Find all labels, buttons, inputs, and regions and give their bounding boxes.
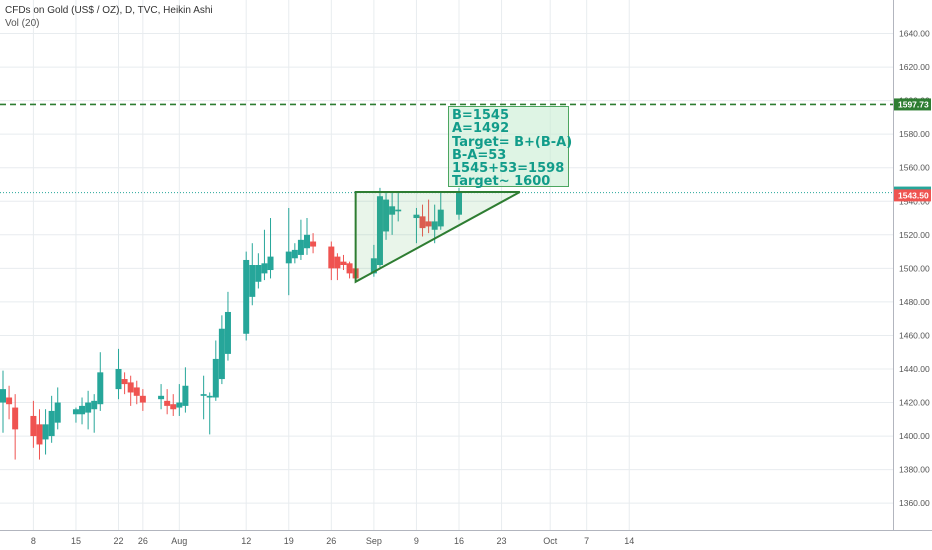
x-tick-label: 9 bbox=[414, 536, 419, 546]
y-tick-label: 1560.00 bbox=[899, 163, 930, 173]
candle-up[interactable] bbox=[91, 400, 98, 410]
y-tick-label: 1400.00 bbox=[899, 431, 930, 441]
price-line-label: 1597.73 bbox=[898, 99, 929, 109]
x-tick-label: 23 bbox=[497, 536, 507, 546]
y-tick-label: 1360.00 bbox=[899, 498, 930, 508]
x-tick-label: Aug bbox=[171, 536, 187, 546]
candle-up[interactable] bbox=[200, 394, 207, 396]
candle-up[interactable] bbox=[285, 251, 292, 264]
candle-down[interactable] bbox=[30, 415, 37, 437]
annotation-line: A=1492 bbox=[452, 121, 510, 137]
prev-close-price-label: 1543.50 bbox=[898, 190, 929, 200]
candle-down[interactable] bbox=[6, 397, 13, 405]
candle-down[interactable] bbox=[346, 263, 353, 274]
candle-up[interactable] bbox=[437, 209, 444, 227]
y-tick-label: 1420.00 bbox=[899, 398, 930, 408]
annotation-line: B-A=53 bbox=[452, 147, 507, 163]
target-annotation-note[interactable]: B=1545 A=1492 Target= B+(B-A) B-A=53 154… bbox=[448, 106, 573, 190]
y-tick-label: 1520.00 bbox=[899, 230, 930, 240]
candle-up[interactable] bbox=[85, 402, 92, 413]
candle-up[interactable] bbox=[291, 249, 298, 259]
candle-up[interactable] bbox=[395, 209, 402, 212]
y-tick-label: 1440.00 bbox=[899, 364, 930, 374]
candle-up[interactable] bbox=[304, 234, 310, 249]
candle-down[interactable] bbox=[12, 407, 19, 430]
price-line-tag bbox=[894, 98, 931, 111]
y-tick-label: 1640.00 bbox=[899, 29, 930, 39]
candle-up[interactable] bbox=[249, 265, 256, 297]
candle-down[interactable] bbox=[133, 387, 140, 396]
y-tick-label: 1460.00 bbox=[899, 330, 930, 340]
candle-up[interactable] bbox=[176, 402, 183, 408]
candle-up[interactable] bbox=[206, 395, 213, 398]
x-tick-label: 15 bbox=[71, 536, 81, 546]
candle-up[interactable] bbox=[389, 206, 396, 215]
candle-up[interactable] bbox=[182, 385, 189, 406]
candle-down[interactable] bbox=[328, 246, 335, 269]
candle-up[interactable] bbox=[48, 410, 55, 437]
candle-up[interactable] bbox=[413, 214, 420, 219]
candle-down[interactable] bbox=[340, 261, 347, 265]
candle-up[interactable] bbox=[97, 372, 104, 405]
x-tick-label: 14 bbox=[624, 536, 634, 546]
candle-up[interactable] bbox=[456, 192, 462, 215]
candle-up[interactable] bbox=[243, 259, 250, 334]
annotation-line: Target= B+(B-A) bbox=[452, 134, 573, 150]
candle-down[interactable] bbox=[334, 256, 341, 269]
candle-down[interactable] bbox=[127, 382, 134, 393]
prev-close-price-tag bbox=[894, 189, 931, 202]
x-tick-label: 26 bbox=[138, 536, 148, 546]
x-tick-label: 22 bbox=[114, 536, 124, 546]
candle-down[interactable] bbox=[139, 395, 146, 403]
chart-title: CFDs on Gold (US$ / OZ), D, TVC, Heikin … bbox=[5, 5, 213, 16]
candle-up[interactable] bbox=[79, 405, 86, 415]
candle-up[interactable] bbox=[255, 265, 262, 282]
candle-down[interactable] bbox=[310, 241, 317, 247]
x-tick-label: 26 bbox=[326, 536, 336, 546]
candle-up[interactable] bbox=[370, 258, 377, 274]
x-tick-label: 8 bbox=[31, 536, 36, 546]
x-tick-label: Oct bbox=[543, 536, 558, 546]
candle-down[interactable] bbox=[425, 221, 432, 227]
x-tick-label: 7 bbox=[584, 536, 589, 546]
candle-up[interactable] bbox=[218, 328, 225, 380]
candle-down[interactable] bbox=[36, 424, 43, 445]
candle-up[interactable] bbox=[383, 199, 390, 232]
annotation-line: 1545+53=1598 bbox=[452, 161, 565, 177]
candle-up[interactable] bbox=[376, 196, 383, 265]
candle-up[interactable] bbox=[72, 409, 79, 415]
candle-up[interactable] bbox=[54, 402, 61, 423]
y-tick-label: 1620.00 bbox=[899, 62, 930, 72]
annotation-line: Target~ 1600 bbox=[452, 174, 551, 190]
y-tick-label: 1480.00 bbox=[899, 297, 930, 307]
volume-indicator-label: Vol (20) bbox=[5, 18, 40, 29]
y-tick-label: 1580.00 bbox=[899, 129, 930, 139]
candle-up[interactable] bbox=[431, 221, 438, 230]
candle-up[interactable] bbox=[158, 395, 165, 400]
candle-up[interactable] bbox=[267, 256, 274, 271]
candle-up[interactable] bbox=[0, 389, 6, 403]
x-tick-label: 19 bbox=[284, 536, 294, 546]
annotation-line: B=1545 bbox=[452, 108, 509, 123]
x-tick-label: Sep bbox=[366, 536, 382, 546]
candle-up[interactable] bbox=[261, 263, 268, 274]
candle-up[interactable] bbox=[224, 311, 231, 354]
candle-up[interactable] bbox=[42, 424, 49, 440]
y-tick-label: 1500.00 bbox=[899, 263, 930, 273]
y-tick-label: 1380.00 bbox=[899, 465, 930, 475]
triangle-pattern-drawing[interactable] bbox=[354, 191, 521, 284]
candle-down[interactable] bbox=[164, 400, 171, 406]
x-tick-label: 16 bbox=[454, 536, 464, 546]
candle-down[interactable] bbox=[170, 404, 177, 410]
candle-up[interactable] bbox=[212, 358, 219, 398]
x-tick-label: 12 bbox=[241, 536, 251, 546]
candle-down[interactable] bbox=[121, 379, 128, 385]
candle-down[interactable] bbox=[419, 216, 426, 229]
candle-up[interactable] bbox=[297, 239, 304, 255]
candle-up[interactable] bbox=[115, 368, 122, 390]
